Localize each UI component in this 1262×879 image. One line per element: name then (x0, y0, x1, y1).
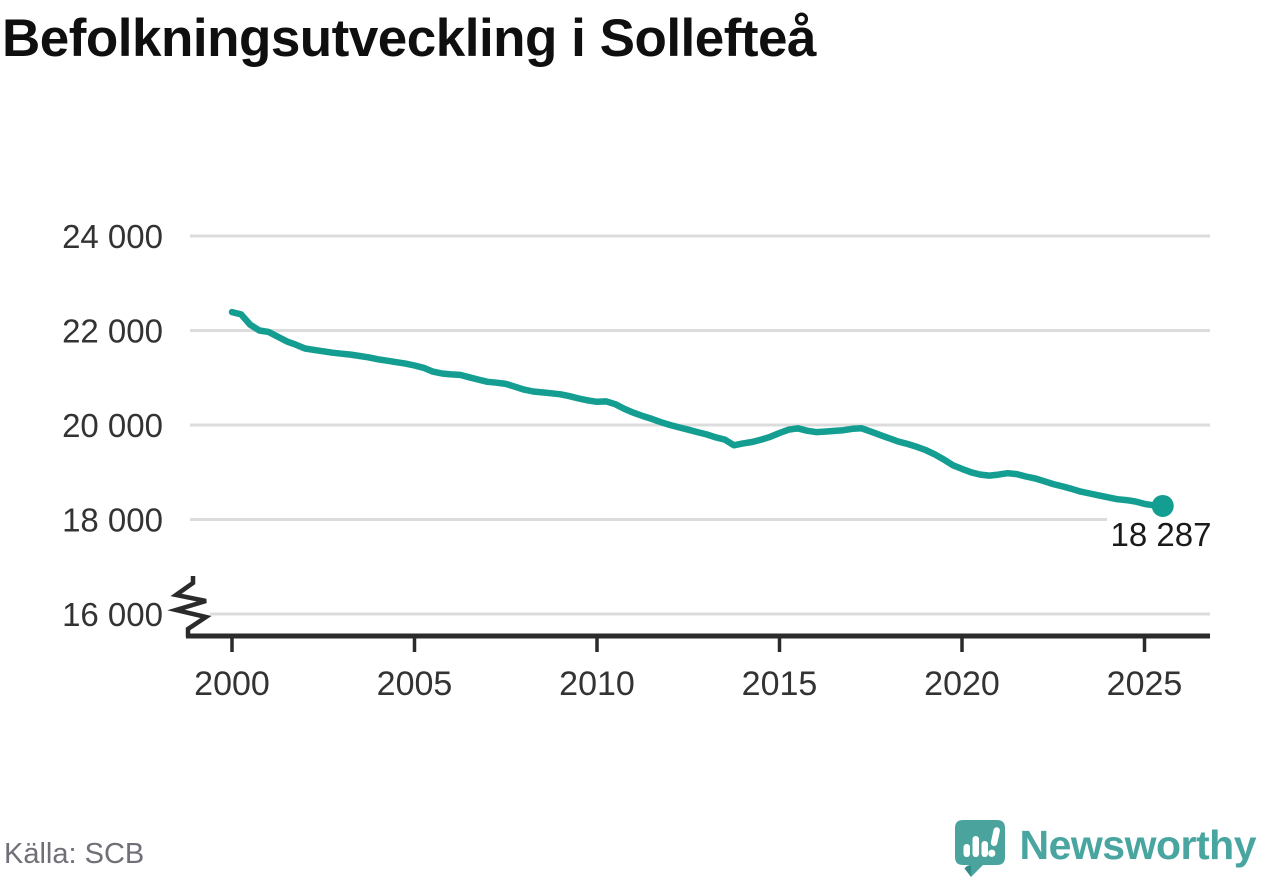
y-tick-label-20000: 20 000 (62, 407, 163, 444)
x-tick-label-2005: 2005 (377, 665, 453, 703)
end-point-value-label: 18 287 (1111, 516, 1212, 553)
y-tick-label-22000: 22 000 (62, 313, 163, 350)
end-point-dot (1151, 494, 1174, 517)
newsworthy-logo: Newsworthy (952, 818, 1257, 878)
y-axis-break-icon (167, 576, 212, 637)
newsworthy-speech-bubble-bar-chart-icon (954, 820, 1005, 877)
newsworthy-logo-text: Newsworthy (1019, 821, 1257, 868)
y-tick-label-24000: 24 000 (62, 218, 163, 255)
y-tick-label-18000: 18 000 (62, 502, 163, 539)
y-tick-label-16000: 16 000 (62, 596, 163, 633)
x-tick-label-2015: 2015 (742, 665, 818, 703)
x-tick-label-2000: 2000 (194, 665, 270, 703)
x-tick-label-2010: 2010 (559, 665, 635, 703)
source-note: Källa: SCB (4, 838, 145, 870)
population-line (228, 308, 1167, 510)
x-tick-label-2020: 2020 (924, 665, 1000, 703)
page-title: Befolkningsutveckling i Sollefteå (2, 9, 817, 68)
x-tick-label-2025: 2025 (1107, 665, 1183, 703)
